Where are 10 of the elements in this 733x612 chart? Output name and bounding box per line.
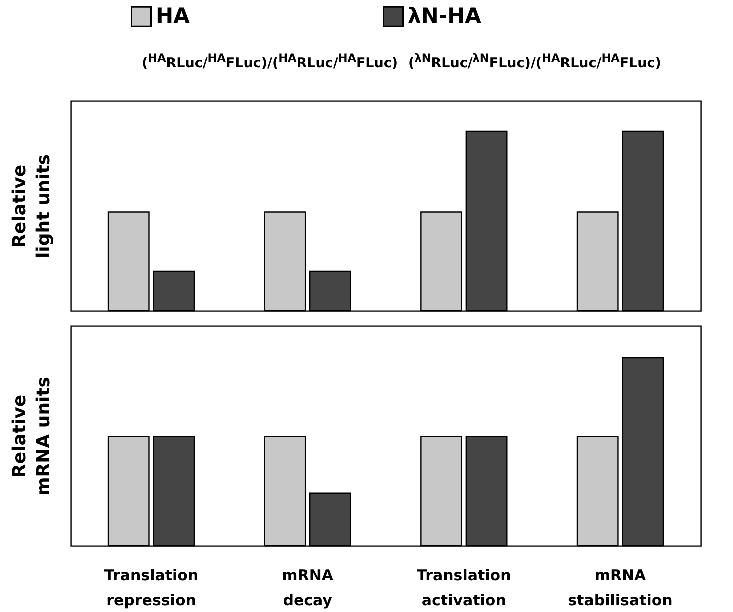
x-tick-label: Translation activation — [417, 566, 512, 610]
legend-label: λN-HA — [408, 4, 482, 28]
x-tick-label: mRNA decay — [282, 566, 334, 610]
y-axis-title: Relative mRNA units — [10, 377, 54, 496]
x-tick-label: mRNA stabilisation — [568, 566, 673, 610]
text: ($^{HA}$RLuc/$^{HA}$FLuc)/($^{HA}$RLuc/$^{HA}$FLuc) — [142, 52, 398, 72]
legend-label: HA — [156, 4, 191, 28]
x-tick-label: Translation repression — [104, 566, 199, 610]
y-axis-title: Relative light units — [10, 154, 54, 259]
text: ($^{λN}$RLuc/$^{λN}$FLuc)/($^{HA}$RLuc/$^{HA}$FLuc) — [408, 52, 662, 72]
